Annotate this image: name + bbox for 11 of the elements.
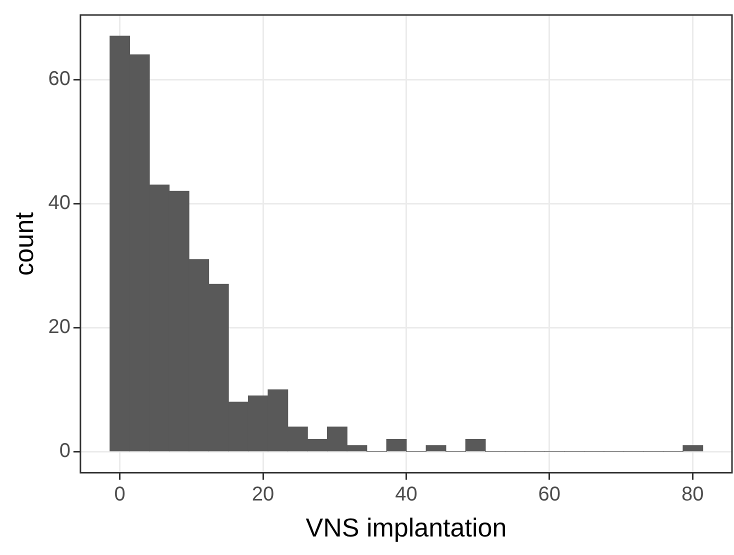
x-tick-label: 0	[114, 483, 126, 506]
x-tick-label: 20	[252, 483, 274, 506]
y-tick-label: 40	[48, 192, 70, 214]
y-axis-title: count	[8, 211, 39, 276]
y-tick-label: 0	[59, 440, 70, 462]
y-tick-label: 60	[48, 68, 70, 90]
x-tick-label: 60	[538, 483, 561, 506]
x-tick-label: 80	[681, 483, 704, 506]
y-tick-label: 20	[48, 316, 70, 338]
x-tick-label: 40	[395, 483, 418, 506]
x-axis-title: VNS implantation	[306, 512, 507, 543]
